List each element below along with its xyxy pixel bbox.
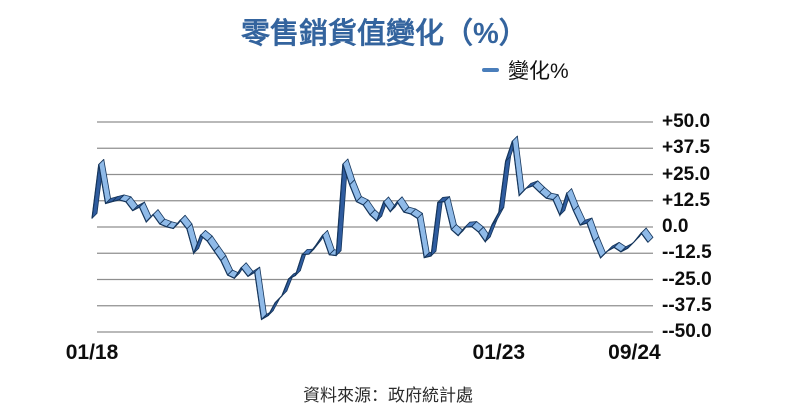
chart-title: 零售銷貨值變化（%） bbox=[241, 18, 528, 50]
legend-label: 變化% bbox=[508, 60, 569, 83]
series-line bbox=[91, 140, 649, 321]
legend-line-icon bbox=[482, 68, 499, 72]
legend: 變化% bbox=[482, 56, 569, 84]
source-note: 資料來源：政府統計處 bbox=[303, 386, 473, 405]
